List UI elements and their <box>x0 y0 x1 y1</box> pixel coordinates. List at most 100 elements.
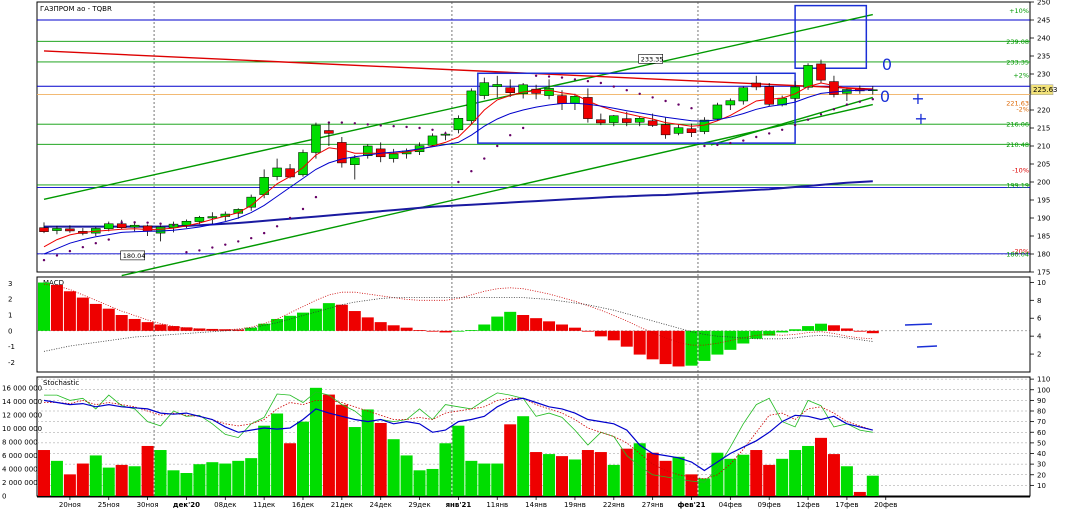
price-tick-label: 175 <box>1037 269 1050 277</box>
volume-bar <box>154 450 167 496</box>
macd-histogram-bar <box>50 284 63 331</box>
volume-bar <box>530 452 543 496</box>
candle-down <box>583 97 593 119</box>
parabolic-sar-dot <box>509 134 512 137</box>
price-tick-label: 205 <box>1037 161 1050 169</box>
candle-up <box>725 100 736 106</box>
x-tick-label: 14янв <box>525 501 547 509</box>
parabolic-sar-dot <box>845 103 849 106</box>
candle-up <box>738 87 749 102</box>
volume-bar <box>556 456 568 496</box>
candle-up <box>104 223 114 230</box>
stochastic-right-tick: 60 <box>1037 429 1046 437</box>
price-level-label: 180.04 <box>1006 250 1029 258</box>
volume-bar <box>491 463 504 496</box>
volume-bar <box>763 464 776 496</box>
parabolic-sar-dot <box>81 245 85 249</box>
macd-histogram-bar <box>543 321 556 331</box>
stochastic-right-tick: 110 <box>1037 376 1050 384</box>
annotation-plus: + <box>911 89 924 108</box>
volume-bar <box>750 450 763 496</box>
volume-bar <box>465 460 478 496</box>
volume-bar <box>180 473 193 496</box>
price-tick-label: 210 <box>1037 143 1050 151</box>
macd-right-tick: 4 <box>1037 333 1042 341</box>
volume-bar <box>206 462 219 496</box>
volume-left-tick: 10 000 000 <box>2 425 42 433</box>
macd-histogram-bar <box>258 323 271 331</box>
macd-histogram-bar <box>789 329 802 331</box>
volume-left-tick: 16 000 000 <box>2 384 42 392</box>
volume-bar <box>141 445 154 496</box>
price-level-label: 239.08 <box>1006 38 1029 46</box>
candle-up <box>233 209 243 214</box>
parabolic-sar-dot <box>314 195 318 199</box>
macd-histogram-bar <box>581 330 594 332</box>
volume-bar <box>543 454 556 496</box>
parabolic-sar-dot <box>68 249 72 253</box>
parabolic-sar-dot <box>431 128 434 131</box>
candle-up <box>207 216 218 219</box>
trend-line <box>43 50 873 90</box>
parabolic-sar-dot <box>483 157 486 160</box>
parabolic-sar-dot <box>107 238 110 241</box>
parabolic-sar-dot <box>819 113 823 116</box>
parabolic-sar-dot <box>625 89 628 92</box>
stochastic-title: Stochastic <box>43 379 79 387</box>
macd-histogram-bar <box>400 327 413 331</box>
parabolic-sar-dot <box>146 221 149 224</box>
candle-up <box>634 118 645 123</box>
macd-right-tick: 6 <box>1037 315 1042 323</box>
price-tick-label: 220 <box>1037 107 1050 115</box>
stochastic-right-tick: 50 <box>1037 439 1046 447</box>
parabolic-sar-dot <box>198 249 201 252</box>
candle-up <box>427 135 438 146</box>
volume-bar <box>504 424 517 496</box>
price-level-label: 233.35 <box>1006 58 1029 66</box>
macd-histogram-bar <box>853 330 866 332</box>
x-tick-label: 17фев <box>835 501 858 509</box>
volume-bar <box>361 409 374 496</box>
inline-price-label: 180.04 <box>123 252 146 260</box>
macd-histogram-bar <box>193 328 206 331</box>
volume-bar <box>568 459 581 496</box>
annotation-macd-stroke <box>916 345 938 348</box>
macd-histogram-bar <box>219 329 232 331</box>
candle-up <box>363 145 373 156</box>
parabolic-sar-dot <box>288 216 292 220</box>
candle-up <box>194 217 205 222</box>
volume-left-tick: 0 <box>2 493 6 501</box>
last-price-value: 225.63 <box>1033 86 1058 94</box>
price-level-label: 210.48 <box>1006 141 1029 149</box>
parabolic-sar-dot <box>185 251 188 254</box>
x-tick-label: 27янв <box>642 501 664 509</box>
candle-up <box>311 124 321 153</box>
volume-bar <box>594 452 607 496</box>
parabolic-sar-dot <box>780 128 784 131</box>
macd-histogram-bar <box>530 318 543 331</box>
macd-histogram-bar <box>504 311 517 331</box>
macd-histogram-bar <box>815 323 827 331</box>
x-tick-label: 19янв <box>564 501 586 509</box>
macd-histogram-bar <box>763 330 776 336</box>
x-tick-label: 08дек <box>214 501 236 509</box>
macd-histogram-bar <box>167 326 180 331</box>
range-box <box>794 4 868 69</box>
x-tick-label: 11дек <box>253 501 275 509</box>
candle-down <box>686 128 697 133</box>
candle-down <box>285 168 295 178</box>
candle-up <box>155 226 166 234</box>
volume-bar <box>128 466 141 496</box>
volume-bar <box>659 460 672 496</box>
candle-up <box>570 96 580 104</box>
macd-histogram-bar <box>439 330 452 333</box>
volume-left-tick: 8 000 000 <box>2 438 38 446</box>
macd-right-tick: 10 <box>1037 279 1046 287</box>
parabolic-sar-dot <box>521 126 525 130</box>
parabolic-sar-dot <box>470 170 473 173</box>
price-level-label: 221.63 <box>1006 100 1029 108</box>
x-tick-label: 12фев <box>796 501 819 509</box>
volume-bar <box>271 413 284 496</box>
volume-bar <box>840 466 853 496</box>
